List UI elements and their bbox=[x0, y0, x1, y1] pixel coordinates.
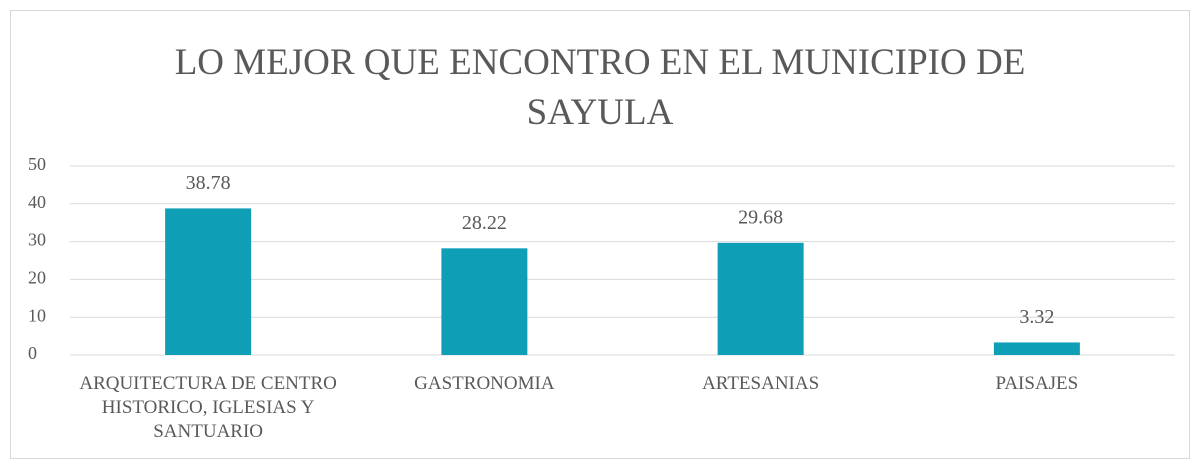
data-label: 3.32 bbox=[1019, 306, 1054, 328]
y-tick-label: 40 bbox=[28, 192, 46, 212]
data-label: 28.22 bbox=[462, 212, 507, 234]
y-tick-label: 20 bbox=[28, 268, 46, 288]
chart-title: LO MEJOR QUE ENCONTRO EN EL MUNICIPIO DE… bbox=[174, 42, 1026, 133]
x-tick-label: ARQUITECTURA DE CENTRO HISTORICO, IGLESI… bbox=[79, 373, 337, 442]
bar bbox=[717, 242, 804, 355]
data-label: 38.78 bbox=[186, 172, 231, 194]
y-tick-label: 0 bbox=[28, 343, 37, 363]
bar bbox=[165, 208, 252, 355]
x-tick-label: PAISAJES bbox=[995, 373, 1079, 394]
bar bbox=[441, 248, 528, 355]
y-tick-label: 50 bbox=[28, 154, 46, 174]
x-tick-label: ARTESANIAS bbox=[702, 373, 820, 394]
bar bbox=[993, 342, 1080, 355]
x-tick-label: GASTRONOMIA bbox=[414, 373, 555, 394]
y-tick-label: 30 bbox=[28, 230, 46, 250]
y-tick-label: 10 bbox=[28, 305, 46, 325]
data-label: 29.68 bbox=[738, 206, 783, 228]
